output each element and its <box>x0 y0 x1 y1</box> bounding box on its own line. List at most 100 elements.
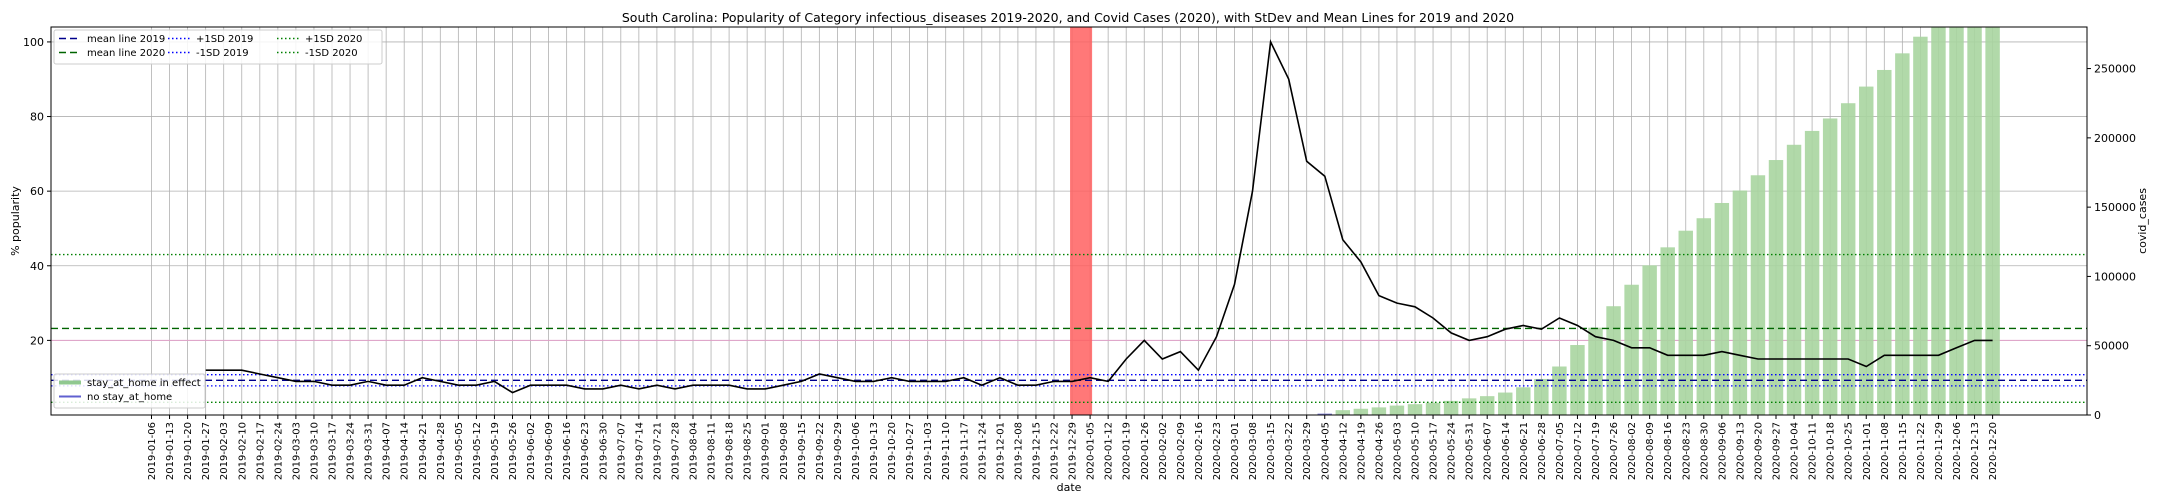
x-tick-label: 2020-01-19 <box>1122 422 1133 480</box>
covid-bar <box>1479 396 1495 415</box>
x-tick-label: 2019-12-01 <box>995 422 1006 480</box>
x-tick-label: 2019-04-07 <box>382 422 393 480</box>
x-tick-label: 2019-05-12 <box>472 422 483 480</box>
covid-bar <box>1534 378 1549 415</box>
covid-bar <box>1859 86 1874 415</box>
covid-bar <box>1678 230 1693 415</box>
x-tick-label: 2019-01-06 <box>147 422 158 480</box>
x-tick-label: 2020-03-01 <box>1230 422 1241 480</box>
x-tick-label: 2020-11-29 <box>1934 422 1945 480</box>
x-tick-label: 2020-02-02 <box>1158 422 1169 480</box>
x-tick-label: 2019-12-08 <box>1013 422 1024 480</box>
x-tick-label: 2020-04-12 <box>1338 422 1349 480</box>
covid-bar <box>1642 265 1657 415</box>
x-tick-label: 2019-11-24 <box>977 422 988 480</box>
covid-bar <box>1425 402 1441 415</box>
covid-bar <box>1786 144 1802 416</box>
x-tick-label: 2020-01-05 <box>1086 422 1097 480</box>
covid-bar <box>1498 392 1513 415</box>
x-tick-label: 2020-01-12 <box>1104 422 1115 480</box>
covid-bar <box>1353 408 1369 415</box>
x-tick-label: 2019-06-02 <box>526 422 537 480</box>
y-tick-label-left: 100 <box>23 36 44 49</box>
x-axis-label: date <box>1057 481 1082 494</box>
x-tick-label: 2020-03-22 <box>1284 422 1295 480</box>
x-tick-label: 2020-08-30 <box>1699 422 1710 480</box>
plot-frame <box>50 26 2088 416</box>
x-tick-label: 2019-03-10 <box>310 422 321 480</box>
y-tick-label-left: 40 <box>30 260 44 273</box>
y-tick-label-left: 20 <box>30 334 44 347</box>
y-axis-right: 0 50000 100000 150000 200000 250000 <box>2087 63 2136 422</box>
x-tick-label: 2019-10-27 <box>905 422 916 480</box>
x-tick-label: 2020-05-17 <box>1429 422 1440 480</box>
x-tick-label: 2020-05-31 <box>1465 422 1476 480</box>
x-tick-label: 2019-07-07 <box>616 422 627 480</box>
x-tick-label: 2019-12-29 <box>1068 422 1079 480</box>
covid-bar <box>1606 306 1621 415</box>
y-tick-label-right: 150000 <box>2094 201 2136 214</box>
x-tick-label: 2020-03-29 <box>1302 422 1313 480</box>
x-tick-label: 2019-09-29 <box>833 422 844 480</box>
x-tick-label: 2020-07-26 <box>1609 422 1620 480</box>
x-tick-label: 2019-08-25 <box>743 422 754 480</box>
covid-bar <box>1714 202 1730 415</box>
x-tick-label: 2020-11-08 <box>1880 422 1891 480</box>
x-tick-label: 2019-05-05 <box>454 422 465 480</box>
y-tick-label-right: 250000 <box>2094 63 2136 76</box>
covid-bar <box>1750 175 1766 415</box>
covid-bar <box>1931 27 1946 415</box>
legend-label: +1SD 2020 <box>305 34 362 45</box>
x-tick-label: 2019-03-31 <box>364 422 375 480</box>
x-tick-label: 2020-09-27 <box>1772 422 1783 480</box>
popularity-line-layer <box>205 39 1993 394</box>
legend-bottom-box <box>53 373 206 409</box>
x-tick-label: 2020-06-28 <box>1537 422 1548 480</box>
y-axis-right-label: covid_cases <box>2136 188 2149 254</box>
x-tick-label: 2020-03-15 <box>1266 422 1277 480</box>
covid-bar <box>1552 366 1567 415</box>
covid-bar <box>1588 327 1603 415</box>
x-tick-label: 2020-05-24 <box>1447 422 1458 480</box>
x-tick-label: 2020-03-08 <box>1248 422 1259 480</box>
covid-bar <box>1804 130 1820 415</box>
x-tick-label: 2019-10-13 <box>869 422 880 480</box>
x-tick-label: 2020-11-22 <box>1916 422 1927 480</box>
x-tick-label: 2019-09-15 <box>797 422 808 480</box>
covid-bar <box>1949 27 1964 415</box>
covid-bar <box>1317 413 1332 415</box>
covid-bar <box>1913 36 1928 415</box>
x-tick-label: 2019-01-27 <box>201 422 212 480</box>
x-tick-label: 2019-03-03 <box>291 422 302 480</box>
legend-label: no stay_at_home <box>87 392 172 403</box>
x-tick-label: 2019-05-26 <box>508 422 519 480</box>
covid-bar <box>1660 247 1675 415</box>
x-tick-label: 2019-04-14 <box>400 422 411 480</box>
x-tick-label: 2019-02-17 <box>255 422 266 480</box>
legend-bottom: stay_at_home in effect no stay_at_home <box>53 373 206 409</box>
x-tick-label: 2020-12-06 <box>1952 422 1963 480</box>
x-tick-label: 2019-08-04 <box>689 422 700 480</box>
x-tick-label: 2019-12-22 <box>1050 422 1061 480</box>
x-tick-label: 2020-07-05 <box>1555 422 1566 480</box>
highlight-span <box>1070 27 1093 415</box>
covid-bar <box>1407 404 1423 415</box>
x-tick-label: 2019-02-03 <box>219 422 230 480</box>
x-tick-label: 2020-11-01 <box>1862 422 1873 480</box>
x-tick-label: 2019-06-30 <box>598 422 609 480</box>
covid-bar <box>1624 284 1639 415</box>
covid-bar <box>1389 405 1405 415</box>
x-tick-label: 2019-09-01 <box>761 422 772 480</box>
x-tick-label: 2019-07-28 <box>671 422 682 480</box>
covid-bar <box>1696 218 1712 415</box>
x-tick-label: 2019-08-11 <box>707 422 718 480</box>
x-tick-label: 2020-08-02 <box>1627 422 1638 480</box>
covid-bar <box>1516 387 1531 415</box>
y-tick-label-right: 200000 <box>2094 132 2136 145</box>
x-tick-label: 2020-04-05 <box>1320 422 1331 480</box>
x-tick-label: 2020-05-03 <box>1393 422 1404 480</box>
x-tick-label: 2020-02-09 <box>1176 422 1187 480</box>
x-tick-label: 2020-05-10 <box>1411 422 1422 480</box>
x-tick-label: 2019-10-06 <box>851 422 862 480</box>
